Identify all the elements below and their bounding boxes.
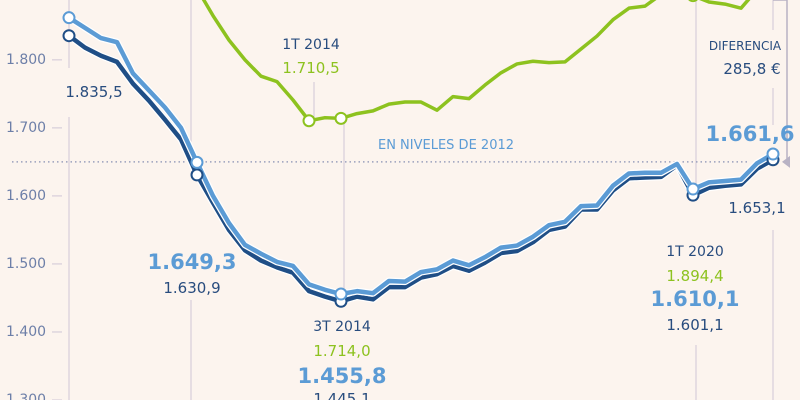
green-marker [334,111,348,125]
light_blue-marker [62,11,76,25]
q3-2014-green-label: 1.714,0 [313,342,371,360]
green-marker [302,114,316,128]
y-tick-label: 1.800 [6,52,47,68]
mid-light-label: 1.649,3 [147,250,237,274]
light_blue-marker [686,182,700,196]
q1-2020-light-label: 1.610,1 [650,287,740,311]
q3-2014-dark-label: 1.445,1 [313,390,371,400]
difference-value: 285,8 € [723,60,781,78]
q3-2014-date-label: 3T 2014 [313,319,371,335]
end-light-label: 1.661,6 [705,122,795,146]
y-tick-label: 1.500 [6,256,47,272]
dark_blue-series-line [67,33,775,304]
q1-2020-green-label: 1.894,4 [666,267,724,285]
reference-line-label: EN NIVELES DE 2012 [377,138,515,153]
q1-2020-dark-label: 1.601,1 [666,316,724,334]
q1-2014-date-label: 1T 2014 [282,37,340,53]
start-dark-label: 1.835,5 [65,83,123,101]
green-marker [688,0,698,3]
green-series-line [201,0,751,123]
end-dark-label: 1.653,1 [728,199,786,217]
mid-dark-label: 1.630,9 [163,279,221,297]
dark_blue-marker [190,168,204,182]
q1-2014-green-label: 1.710,5 [282,59,340,77]
y-tick-label: 1.300 [6,392,47,400]
light_blue-marker [334,287,348,301]
q1-2020-date-label: 1T 2020 [666,244,724,260]
difference-bracket [773,0,788,162]
light_blue-marker [766,147,780,161]
dark_blue-marker [62,29,76,43]
y-tick-label: 1.700 [6,120,47,136]
light_blue-series-line [67,15,775,297]
q3-2014-light-label: 1.455,8 [297,364,387,388]
light_blue-marker [190,155,204,169]
difference-label: DIFERENCIA [708,39,782,53]
difference-arrow-icon [782,155,790,168]
y-tick-label: 1.400 [6,324,47,340]
y-tick-label: 1.600 [6,188,47,204]
